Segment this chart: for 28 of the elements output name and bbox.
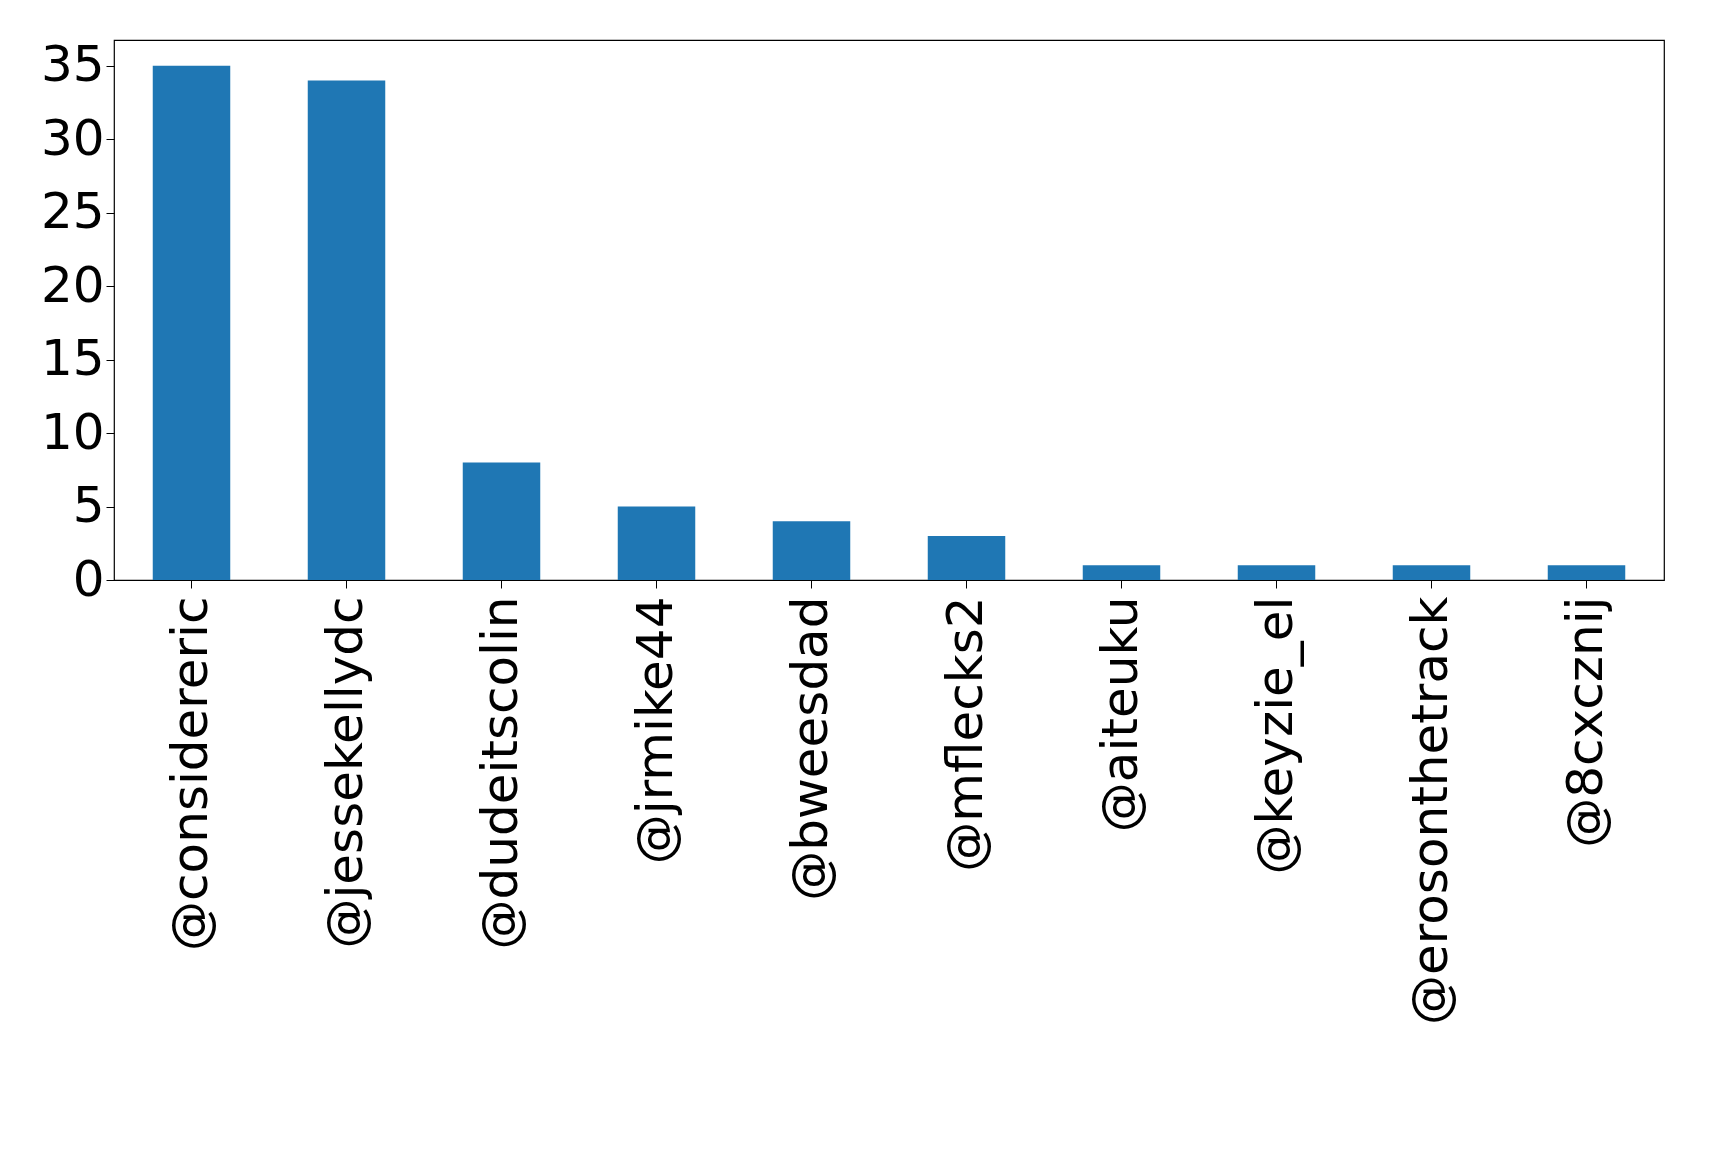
x-tick-label: @jrmike44 [625, 596, 684, 865]
x-tick-label: @jessekellydc [315, 596, 374, 949]
y-tick-label: 35 [40, 35, 105, 94]
bar [1082, 565, 1161, 580]
y-tick-label: 15 [40, 329, 105, 388]
bar [617, 506, 696, 580]
y-tick-label: 20 [40, 255, 105, 314]
y-tick-label: 10 [40, 402, 105, 461]
bar [307, 80, 386, 580]
x-tick-label: @dudeitscolin [470, 596, 529, 950]
y-tick-label: 25 [40, 182, 105, 241]
bar [1392, 565, 1471, 580]
bar [927, 535, 1006, 580]
x-tick-label: @aiteuku [1090, 596, 1149, 833]
bar [1237, 565, 1316, 580]
y-tick-label: 5 [72, 476, 105, 535]
y-tick-label: 30 [40, 108, 105, 167]
x-tick-label: @erosonthetrack [1400, 596, 1459, 1025]
bar [462, 462, 541, 580]
x-tick-label: @bweesdad [780, 596, 839, 901]
bar [772, 521, 851, 580]
bar [1547, 565, 1626, 580]
bar [152, 65, 231, 580]
x-tick-label: @mflecks2 [935, 596, 994, 872]
x-tick-label: @considereric [160, 596, 219, 951]
x-tick-label: @8cxcznij [1555, 596, 1614, 848]
y-tick-label: 0 [72, 549, 105, 608]
x-tick-label: @keyzie_el [1245, 596, 1304, 875]
